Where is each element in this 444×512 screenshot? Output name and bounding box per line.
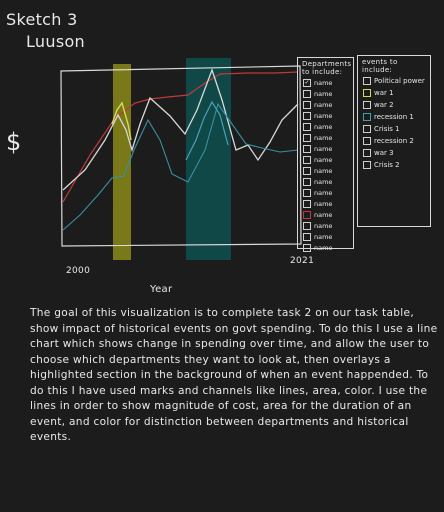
description-text: The goal of this visualization is to com… (30, 307, 438, 443)
checkbox-icon[interactable] (363, 149, 371, 157)
event-item-label: recession 1 (374, 113, 414, 121)
event-item-label: recession 2 (374, 137, 414, 145)
checkbox-icon[interactable] (363, 161, 371, 169)
event-item[interactable]: recession 2 (363, 135, 430, 147)
event-item[interactable]: war 1 (363, 87, 430, 99)
event-band-recession-1 (186, 58, 231, 260)
department-item[interactable]: name (303, 187, 353, 198)
checkbox-icon[interactable] (303, 133, 311, 142)
department-item-label: name (314, 111, 333, 120)
x-axis-start-label: 2000 (66, 266, 91, 276)
departments-panel-title: Departments to include: (302, 60, 352, 76)
checkbox-icon[interactable] (303, 199, 311, 208)
series-line-blue (185, 100, 229, 161)
events-panel-title: events to include: (362, 58, 398, 74)
department-item[interactable]: name (303, 198, 353, 209)
checkbox-icon[interactable] (303, 243, 311, 252)
checkbox-icon[interactable] (363, 89, 371, 97)
checkbox-icon[interactable] (303, 188, 311, 197)
event-item-label: Crisis 1 (374, 125, 400, 133)
checkbox-icon[interactable] (303, 166, 311, 175)
series-line-white (62, 68, 299, 191)
chart-frame (60, 65, 302, 247)
checkbox-icon[interactable] (363, 125, 371, 133)
department-item-label: name (314, 89, 333, 98)
x-axis-label: Year (150, 284, 173, 295)
checkbox-icon[interactable] (303, 210, 311, 219)
author-name: Luuson (26, 32, 85, 51)
department-item[interactable]: name (303, 209, 353, 220)
department-item[interactable]: name (303, 143, 353, 154)
department-item-label: name (314, 100, 333, 109)
event-band-war-1 (113, 64, 131, 260)
department-item-label: name (314, 166, 333, 175)
event-item[interactable]: Political power (363, 75, 430, 87)
department-item-label: name (314, 78, 333, 87)
department-item[interactable]: name (303, 231, 353, 242)
events-panel: events to include: Political power war 1 w… (357, 55, 431, 227)
department-item[interactable]: name (303, 220, 353, 231)
checkbox-icon[interactable] (303, 122, 311, 131)
checkbox-icon[interactable]: ✓ (303, 78, 311, 87)
checkbox-icon[interactable] (303, 144, 311, 153)
event-item[interactable]: recession 1 (363, 111, 430, 123)
checkbox-icon[interactable] (363, 113, 371, 121)
series-line-red (62, 71, 299, 203)
department-item[interactable]: name (303, 110, 353, 121)
checkbox-icon[interactable] (303, 155, 311, 164)
checkbox-icon[interactable] (363, 137, 371, 145)
event-item[interactable]: Crisis 1 (363, 123, 430, 135)
events-list: Political power war 1 war 2 recession 1 Cris… (358, 75, 430, 171)
department-item[interactable]: name (303, 165, 353, 176)
department-item[interactable]: name (303, 132, 353, 143)
department-item[interactable]: name (303, 121, 353, 132)
y-axis-dollar-label: $ (6, 128, 22, 156)
event-item[interactable]: war 3 (363, 147, 430, 159)
series-line-teal (62, 102, 299, 231)
department-item[interactable]: name (303, 99, 353, 110)
department-item-label: name (314, 210, 333, 219)
department-item-label: name (314, 232, 333, 241)
checkbox-icon[interactable] (303, 111, 311, 120)
department-item-label: name (314, 122, 333, 131)
department-item-label: name (314, 144, 333, 153)
checkbox-icon[interactable] (303, 221, 311, 230)
department-item[interactable]: name (303, 242, 353, 253)
department-item-label: name (314, 133, 333, 142)
event-item[interactable]: Crisis 2 (363, 159, 430, 171)
department-item-label: name (314, 199, 333, 208)
department-item-label: name (314, 188, 333, 197)
checkbox-icon[interactable] (363, 77, 371, 85)
event-item[interactable]: war 2 (363, 99, 430, 111)
checkbox-icon[interactable] (303, 232, 311, 241)
department-item-label: name (314, 177, 333, 186)
departments-panel: Departments to include: ✓ name name name nam… (297, 57, 354, 252)
x-axis-end-label: 2021 (290, 256, 315, 266)
event-item-label: Crisis 2 (374, 161, 400, 169)
event-item-label: war 2 (374, 101, 394, 109)
sketch-title: Sketch 3 (6, 10, 78, 29)
series-line-yellow (111, 101, 132, 141)
department-item[interactable]: name (303, 154, 353, 165)
department-item-label: name (314, 221, 333, 230)
department-item[interactable]: name (303, 88, 353, 99)
department-item-label: name (314, 155, 333, 164)
department-item[interactable]: name (303, 176, 353, 187)
departments-list: ✓ name name name name name name name name name nam… (298, 77, 353, 253)
event-item-label: war 1 (374, 89, 394, 97)
department-item-label: name (314, 243, 333, 252)
department-item[interactable]: ✓ name (303, 77, 353, 88)
event-item-label: war 3 (374, 149, 394, 157)
checkbox-icon[interactable] (303, 100, 311, 109)
checkbox-icon[interactable] (303, 89, 311, 98)
event-item-label: Political power (374, 77, 425, 85)
checkbox-icon[interactable] (303, 177, 311, 186)
checkbox-icon[interactable] (363, 101, 371, 109)
